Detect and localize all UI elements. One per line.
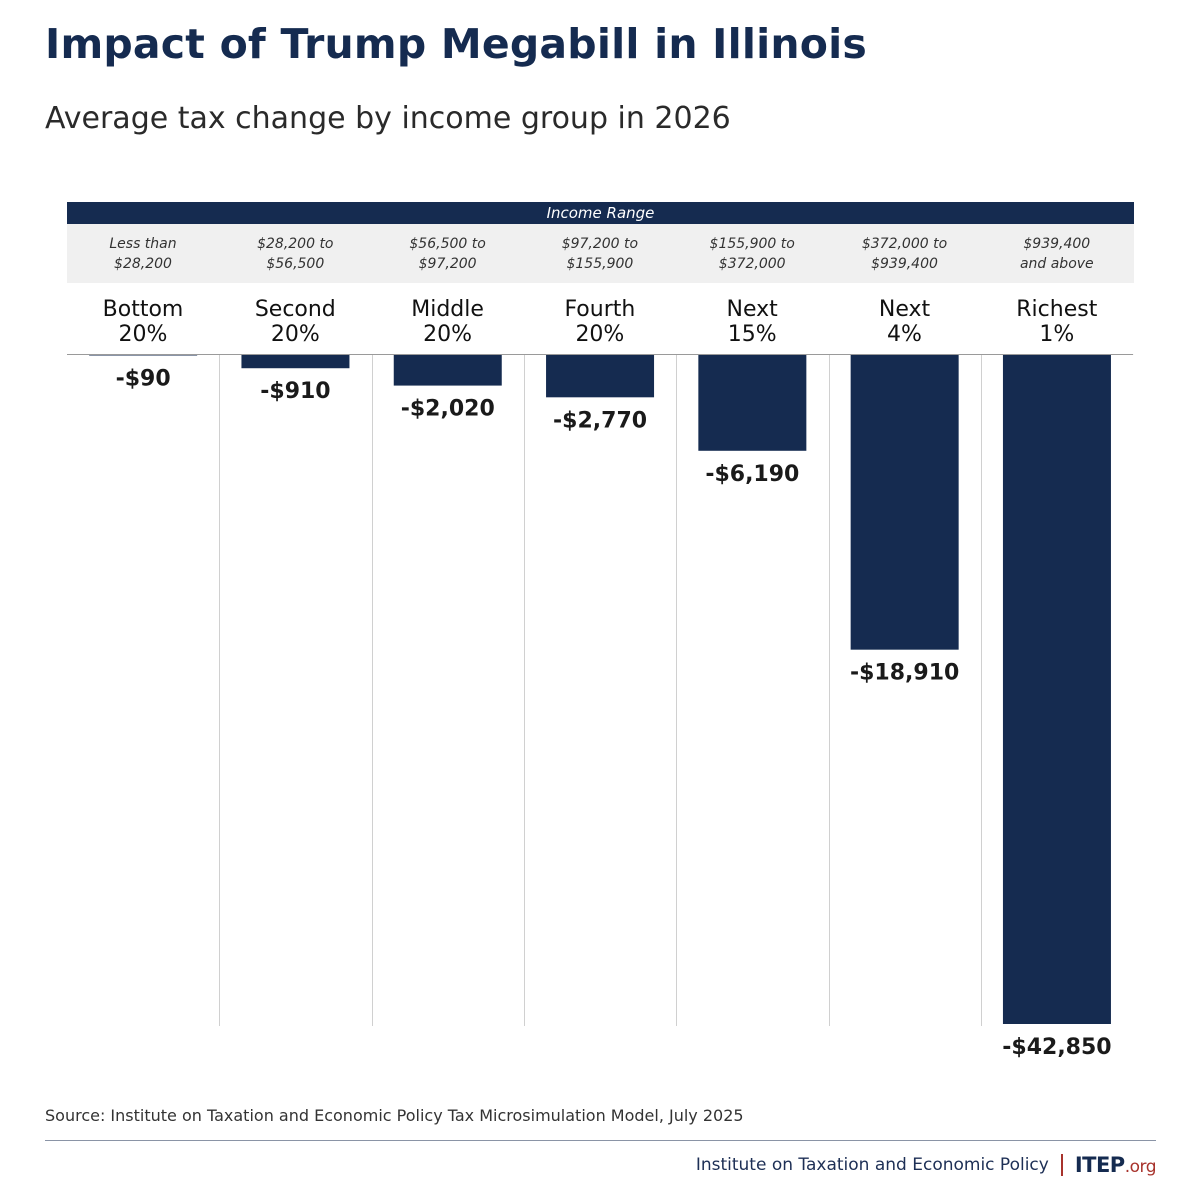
chart-subtitle: Average tax change by income group in 20… (45, 101, 731, 136)
category-tick-label: Next 15% (676, 297, 828, 347)
bar (546, 354, 655, 398)
footer-org-name: Institute on Taxation and Economic Polic… (695, 1155, 1049, 1175)
category-label-line: Richest (1016, 297, 1098, 322)
income-range-line: $97,200 (418, 256, 477, 272)
category-label-line: 1% (1039, 322, 1075, 347)
income-range-line: $97,200 to (561, 236, 639, 252)
category-label-line: 20% (118, 322, 168, 347)
income-range-cell: $56,500 to $97,200 (372, 234, 524, 274)
income-range-cell: $155,900 to $372,000 (676, 234, 828, 274)
bar (393, 354, 502, 386)
category-tick-label: Next 4% (829, 297, 981, 347)
footer-divider (45, 1140, 1156, 1141)
bar-value-label: -$6,190 (705, 462, 799, 487)
category-label-line: 4% (887, 322, 922, 347)
bar-value-label: -$42,850 (1002, 1035, 1111, 1060)
chart-title: Impact of Trump Megabill in Illinois (45, 20, 868, 68)
category-label-line: Bottom (102, 297, 184, 322)
category-label-line: 20% (423, 322, 473, 347)
income-range-line: $372,000 (718, 256, 786, 272)
category-label-line: Middle (411, 297, 484, 322)
bar-value-label: -$910 (260, 379, 330, 404)
category-label-line: Fourth (564, 297, 636, 322)
income-range-line: $155,900 (566, 256, 634, 272)
category-tick-label: Middle 20% (372, 297, 524, 347)
income-range-line: Less than (109, 236, 177, 252)
category-label-line: 20% (270, 322, 320, 347)
income-range-line: $28,200 to (257, 236, 334, 252)
itep-logo: ITEP.org (1074, 1153, 1157, 1177)
category-label-line: 20% (575, 322, 625, 347)
income-range-line: $372,000 to (861, 236, 948, 252)
income-range-cell: $372,000 to $939,400 (829, 234, 981, 274)
income-range-line: $28,200 (114, 256, 172, 272)
income-range-cell: Less than $28,200 (67, 234, 219, 274)
bar (241, 354, 350, 369)
income-range-cell: $28,200 to $56,500 (219, 234, 371, 274)
income-range-cell: $97,200 to $155,900 (524, 234, 676, 274)
category-label-line: 15% (727, 322, 777, 347)
category-label-line: Next (726, 297, 778, 322)
bar (698, 354, 807, 451)
bar-value-label: -$2,770 (553, 408, 647, 433)
bar-value-label: -$2,020 (401, 397, 495, 422)
category-tick-label: Bottom 20% (67, 297, 219, 347)
bar (1002, 354, 1111, 1024)
source-note: Source: Institute on Taxation and Econom… (45, 1106, 744, 1125)
logo-text: ITEP (1074, 1153, 1125, 1177)
income-range-line: $939,400 (871, 256, 938, 272)
footer-separator (1060, 1154, 1063, 1176)
bar-value-label: -$18,910 (850, 661, 959, 686)
category-label-line: Second (254, 297, 336, 322)
bar (850, 354, 959, 650)
income-range-cell: $939,400 and above (981, 234, 1133, 274)
income-range-header: Income Range (67, 202, 1134, 224)
income-range-line: and above (1019, 256, 1094, 272)
income-range-line: $56,500 to (409, 236, 486, 252)
income-range-line: $155,900 to (709, 236, 795, 252)
category-tick-label: Fourth 20% (524, 297, 676, 347)
category-tick-label: Second 20% (219, 297, 371, 347)
bar-chart: -$90 -$910 -$2,020 -$2,770 -$6,190 -$18,910 -$… (67, 354, 1134, 1060)
category-label-line: Next (878, 297, 931, 322)
income-range-line: $56,500 (266, 256, 325, 272)
footer: Institute on Taxation and Economic Polic… (695, 1153, 1157, 1177)
bar-value-label: -$90 (116, 367, 171, 392)
income-range-line: $939,400 (1023, 236, 1091, 252)
logo-suffix: .org (1124, 1157, 1157, 1177)
category-tick-label: Richest 1% (981, 297, 1133, 347)
income-range-row: Less than $28,200 $28,200 to $56,500 $56,500… (67, 224, 1134, 283)
